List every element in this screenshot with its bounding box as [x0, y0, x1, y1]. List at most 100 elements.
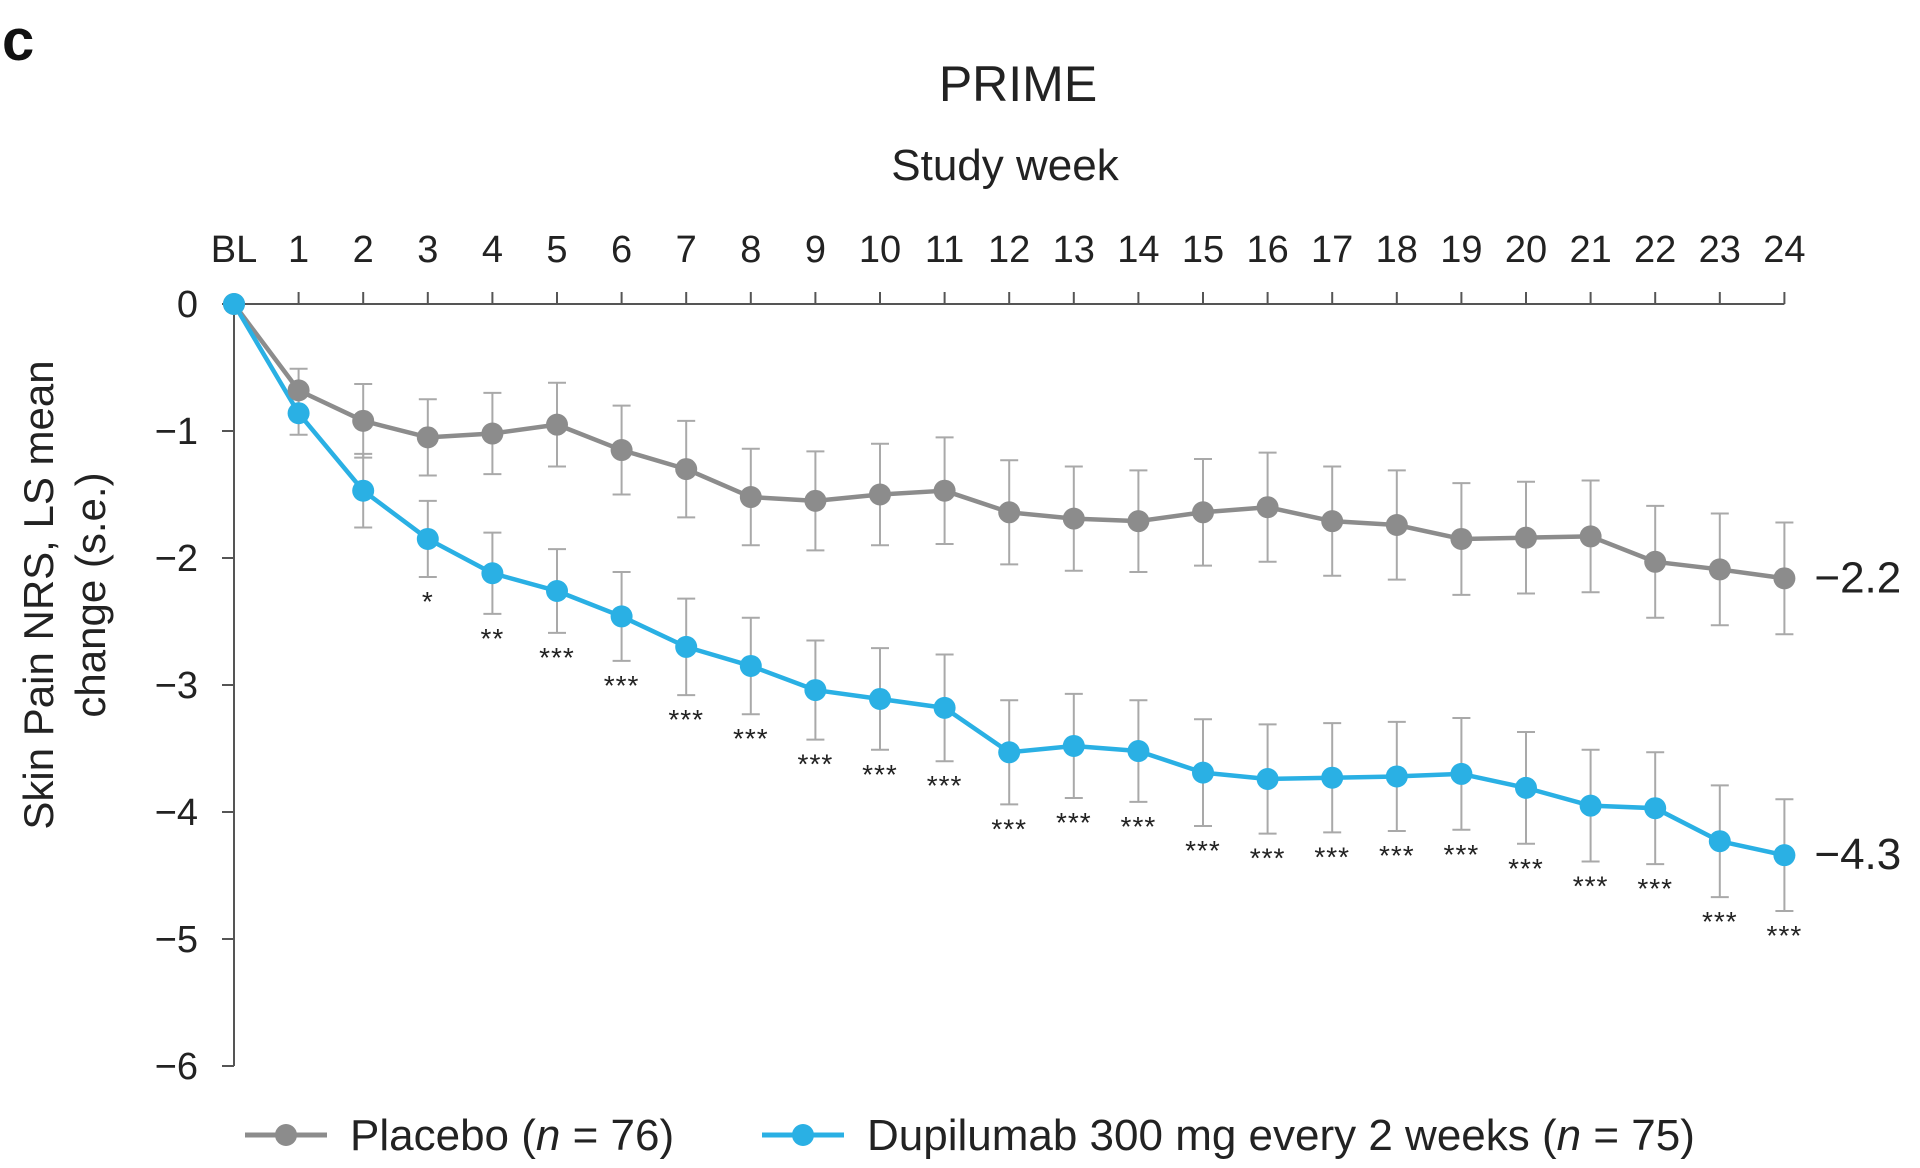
significance-marker: ***	[604, 670, 640, 701]
data-point	[481, 422, 504, 445]
x-tick-label: 24	[1763, 229, 1805, 271]
significance-marker: ***	[1121, 811, 1157, 842]
x-tick-label: 11	[925, 229, 964, 271]
legend-n-label: n	[536, 1111, 560, 1160]
x-tick-label: 18	[1376, 229, 1418, 271]
x-tick-label: BL	[211, 229, 257, 271]
legend-series-name: Dupilumab 300 mg every 2 weeks (	[867, 1111, 1557, 1160]
data-point	[1644, 550, 1667, 573]
data-point	[610, 439, 633, 462]
data-point	[481, 562, 504, 585]
significance-marker: ***	[1314, 841, 1350, 872]
data-point	[352, 409, 375, 432]
x-tick-label: 8	[740, 229, 761, 271]
significance-marker: ***	[798, 749, 834, 780]
x-tick-label: 2	[353, 229, 374, 271]
data-point	[804, 489, 827, 512]
data-point	[933, 479, 956, 502]
data-point	[1127, 510, 1150, 533]
x-tick-label: 23	[1699, 229, 1741, 271]
significance-marker: ***	[927, 770, 963, 801]
data-point	[1321, 510, 1344, 533]
legend-series-name: Placebo (	[350, 1111, 536, 1160]
data-point	[804, 679, 827, 702]
significance-marker: ***	[1637, 873, 1673, 904]
data-point	[1515, 776, 1537, 799]
data-point	[998, 501, 1021, 524]
data-point	[1192, 501, 1214, 524]
significance-markers: ****************** *** ****** *** ****** *** *…	[422, 586, 1803, 951]
significance-marker: ***	[1185, 835, 1221, 866]
data-point	[1450, 527, 1473, 550]
x-tick-label: 22	[1634, 229, 1676, 271]
x-axis-label: Study week	[891, 141, 1119, 190]
x-tick-label: 9	[805, 229, 826, 271]
y-tick-label: 0	[177, 284, 198, 326]
data-point	[1256, 767, 1279, 790]
x-tick-label: 20	[1505, 229, 1547, 271]
data-point	[1708, 558, 1731, 581]
y-tick-label: −5	[155, 919, 198, 961]
data-point	[610, 605, 633, 628]
x-tick-label: 13	[1053, 229, 1095, 271]
x-tick-label: 7	[676, 229, 697, 271]
significance-marker: ***	[862, 759, 898, 790]
data-point	[416, 527, 439, 550]
x-tick-label: 15	[1182, 229, 1224, 271]
data-point	[869, 483, 891, 506]
x-tick-label: 5	[546, 229, 567, 271]
data-point	[1773, 844, 1796, 867]
x-tick-label: 1	[288, 229, 309, 271]
legend-swatch-marker	[275, 1124, 297, 1146]
data-point	[1062, 507, 1085, 530]
data-point	[1321, 766, 1344, 789]
significance-marker: ***	[1056, 807, 1092, 838]
data-point	[1644, 797, 1667, 820]
significance-marker: ***	[1508, 853, 1544, 884]
y-tick-label: −6	[155, 1046, 198, 1088]
significance-marker: ***	[1444, 839, 1480, 870]
significance-marker: ***	[1379, 840, 1415, 871]
legend-n-label: n	[1557, 1111, 1581, 1160]
legend-entry: Placebo (n = 76)	[350, 1111, 674, 1160]
data-point	[675, 635, 698, 658]
x-tick-label: 19	[1440, 229, 1482, 271]
significance-marker: ***	[539, 642, 575, 673]
end-label: −2.2	[1814, 553, 1901, 602]
x-tick-label: 16	[1246, 229, 1288, 271]
legend-entry: Dupilumab 300 mg every 2 weeks (n = 75)	[867, 1111, 1695, 1160]
data-point	[1579, 794, 1602, 817]
data-point	[1385, 513, 1408, 536]
data-point	[1385, 765, 1408, 788]
x-tick-label: 14	[1117, 229, 1159, 271]
data-point	[1192, 761, 1214, 784]
data-point	[933, 696, 956, 719]
data-point	[546, 413, 568, 436]
significance-marker: ***	[1573, 871, 1609, 902]
data-point	[1256, 496, 1279, 519]
data-point	[869, 687, 891, 710]
y-tick-label: −4	[155, 792, 198, 834]
x-tick-label: 10	[859, 229, 901, 271]
x-tick-label: 6	[611, 229, 632, 271]
chart-title: PRIME	[939, 56, 1097, 112]
end-label: −4.3	[1814, 830, 1901, 879]
y-axis-label-line2: change (s.e.)	[67, 472, 114, 717]
significance-marker: **	[481, 623, 505, 654]
x-tick-label: 17	[1311, 229, 1353, 271]
y-axis-label-line1: Skin Pain NRS, LS mean	[15, 360, 62, 829]
significance-marker: ***	[1767, 920, 1803, 951]
legend: Placebo (n = 76) Dupilumab 300 mg every 2…	[245, 1111, 1695, 1160]
significance-marker: ***	[991, 813, 1027, 844]
legend-n-value: = 76)	[560, 1111, 674, 1160]
data-point	[1127, 740, 1150, 763]
data-point	[1450, 762, 1473, 785]
significance-marker: ***	[1702, 906, 1738, 937]
x-tick-label: 4	[482, 229, 503, 271]
y-tick-label: −1	[155, 411, 198, 453]
data-point	[1708, 830, 1731, 853]
significance-marker: *	[422, 586, 434, 617]
data-point	[223, 293, 245, 315]
data-point	[1515, 526, 1537, 549]
